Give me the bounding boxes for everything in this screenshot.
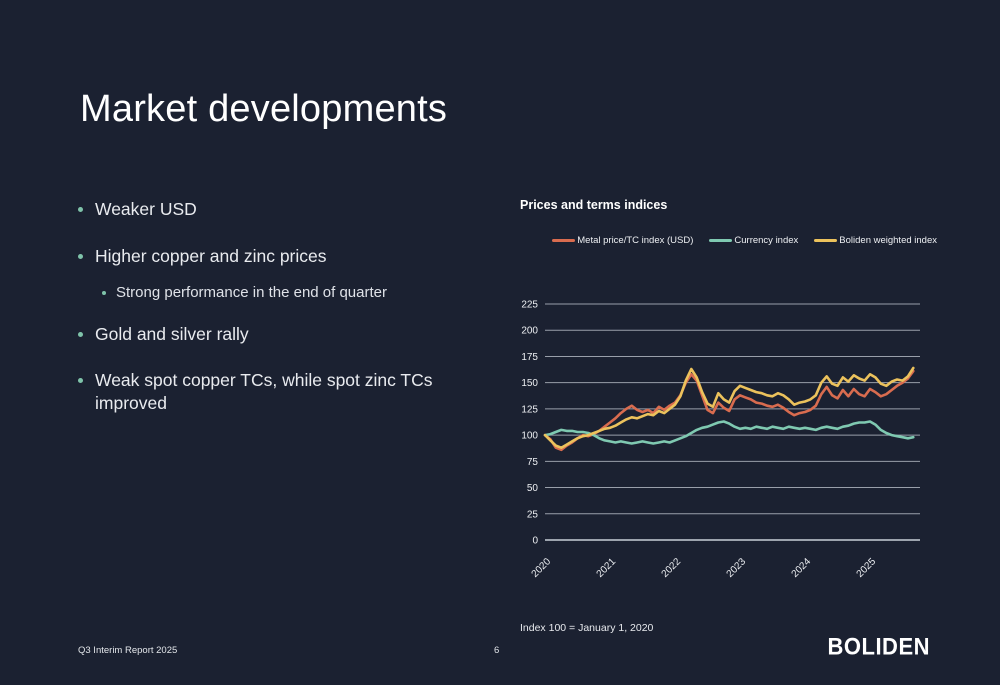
bullet-dot bbox=[78, 332, 83, 337]
bullet-text: Weak spot copper TCs, while spot zinc TC… bbox=[95, 369, 433, 413]
bullet-item: Weaker USD bbox=[78, 198, 473, 221]
bullet-text: Higher copper and zinc prices bbox=[95, 245, 327, 266]
x-tick-label: 2024 bbox=[790, 556, 814, 580]
page-title: Market developments bbox=[80, 88, 448, 130]
y-tick-label: 200 bbox=[521, 326, 538, 337]
chart-title: Prices and terms indices bbox=[520, 198, 668, 212]
series-line bbox=[543, 369, 915, 452]
y-tick-label: 150 bbox=[521, 378, 538, 389]
x-tick-label: 2022 bbox=[660, 556, 684, 580]
bullet-text: Strong performance in the end of quarter bbox=[116, 283, 387, 301]
bullet-dot bbox=[78, 207, 83, 212]
bullet-dot bbox=[102, 290, 106, 295]
legend-swatch-currency bbox=[709, 238, 733, 243]
bullet-item: Weak spot copper TCs, while spot zinc TC… bbox=[78, 369, 473, 415]
bullet-text: Gold and silver rally bbox=[95, 324, 249, 344]
legend-item-currency: Currency index bbox=[709, 235, 798, 246]
chart-legend: Metal price/TC index (USD) Currency inde… bbox=[515, 235, 945, 246]
y-tick-label: 100 bbox=[521, 431, 538, 442]
y-tick-label: 125 bbox=[521, 404, 538, 415]
chart-footnote: Index 100 = January 1, 2020 bbox=[520, 622, 654, 634]
boliden-logo: BOLIDEN bbox=[827, 633, 930, 660]
y-tick-label: 50 bbox=[527, 483, 539, 494]
legend-label: Boliden weighted index bbox=[839, 235, 937, 246]
series-line bbox=[543, 366, 915, 449]
y-tick-label: 225 bbox=[521, 300, 538, 311]
bullet-item: Higher copper and zinc prices bbox=[78, 245, 473, 268]
bullet-text: Weaker USD bbox=[95, 199, 197, 219]
x-tick-label: 2021 bbox=[595, 556, 619, 580]
legend-swatch-metal-price bbox=[552, 238, 576, 243]
y-tick-label: 75 bbox=[527, 457, 539, 468]
legend-label: Metal price/TC index (USD) bbox=[577, 235, 694, 246]
legend-label: Currency index bbox=[734, 235, 799, 246]
y-tick-label: 0 bbox=[532, 536, 538, 547]
x-tick-label: 2023 bbox=[725, 556, 749, 580]
legend-swatch-boliden-weighted bbox=[814, 238, 838, 243]
x-tick-label: 2020 bbox=[530, 556, 554, 580]
bullet-list: Weaker USD Higher copper and zinc prices… bbox=[78, 198, 473, 414]
bullet-dot bbox=[78, 253, 83, 259]
legend-item-metal-price: Metal price/TC index (USD) bbox=[552, 235, 693, 246]
series-line bbox=[543, 420, 915, 445]
footer-report-name: Q3 Interim Report 2025 bbox=[78, 645, 178, 656]
bullet-item: Gold and silver rally bbox=[78, 323, 473, 346]
x-tick-label: 2025 bbox=[855, 556, 879, 580]
footer-page-number: 6 bbox=[494, 645, 500, 656]
bullet-item-sub: Strong performance in the end of quarter bbox=[102, 283, 473, 303]
y-tick-label: 175 bbox=[521, 352, 538, 363]
line-chart: 0 25 50 75 100 125 150 175 200 225 2020 2021 2022 202… bbox=[521, 300, 920, 580]
legend-item-boliden-weighted: Boliden weighted index bbox=[814, 235, 937, 246]
y-tick-label: 25 bbox=[527, 509, 539, 520]
bullet-dot bbox=[78, 377, 83, 383]
